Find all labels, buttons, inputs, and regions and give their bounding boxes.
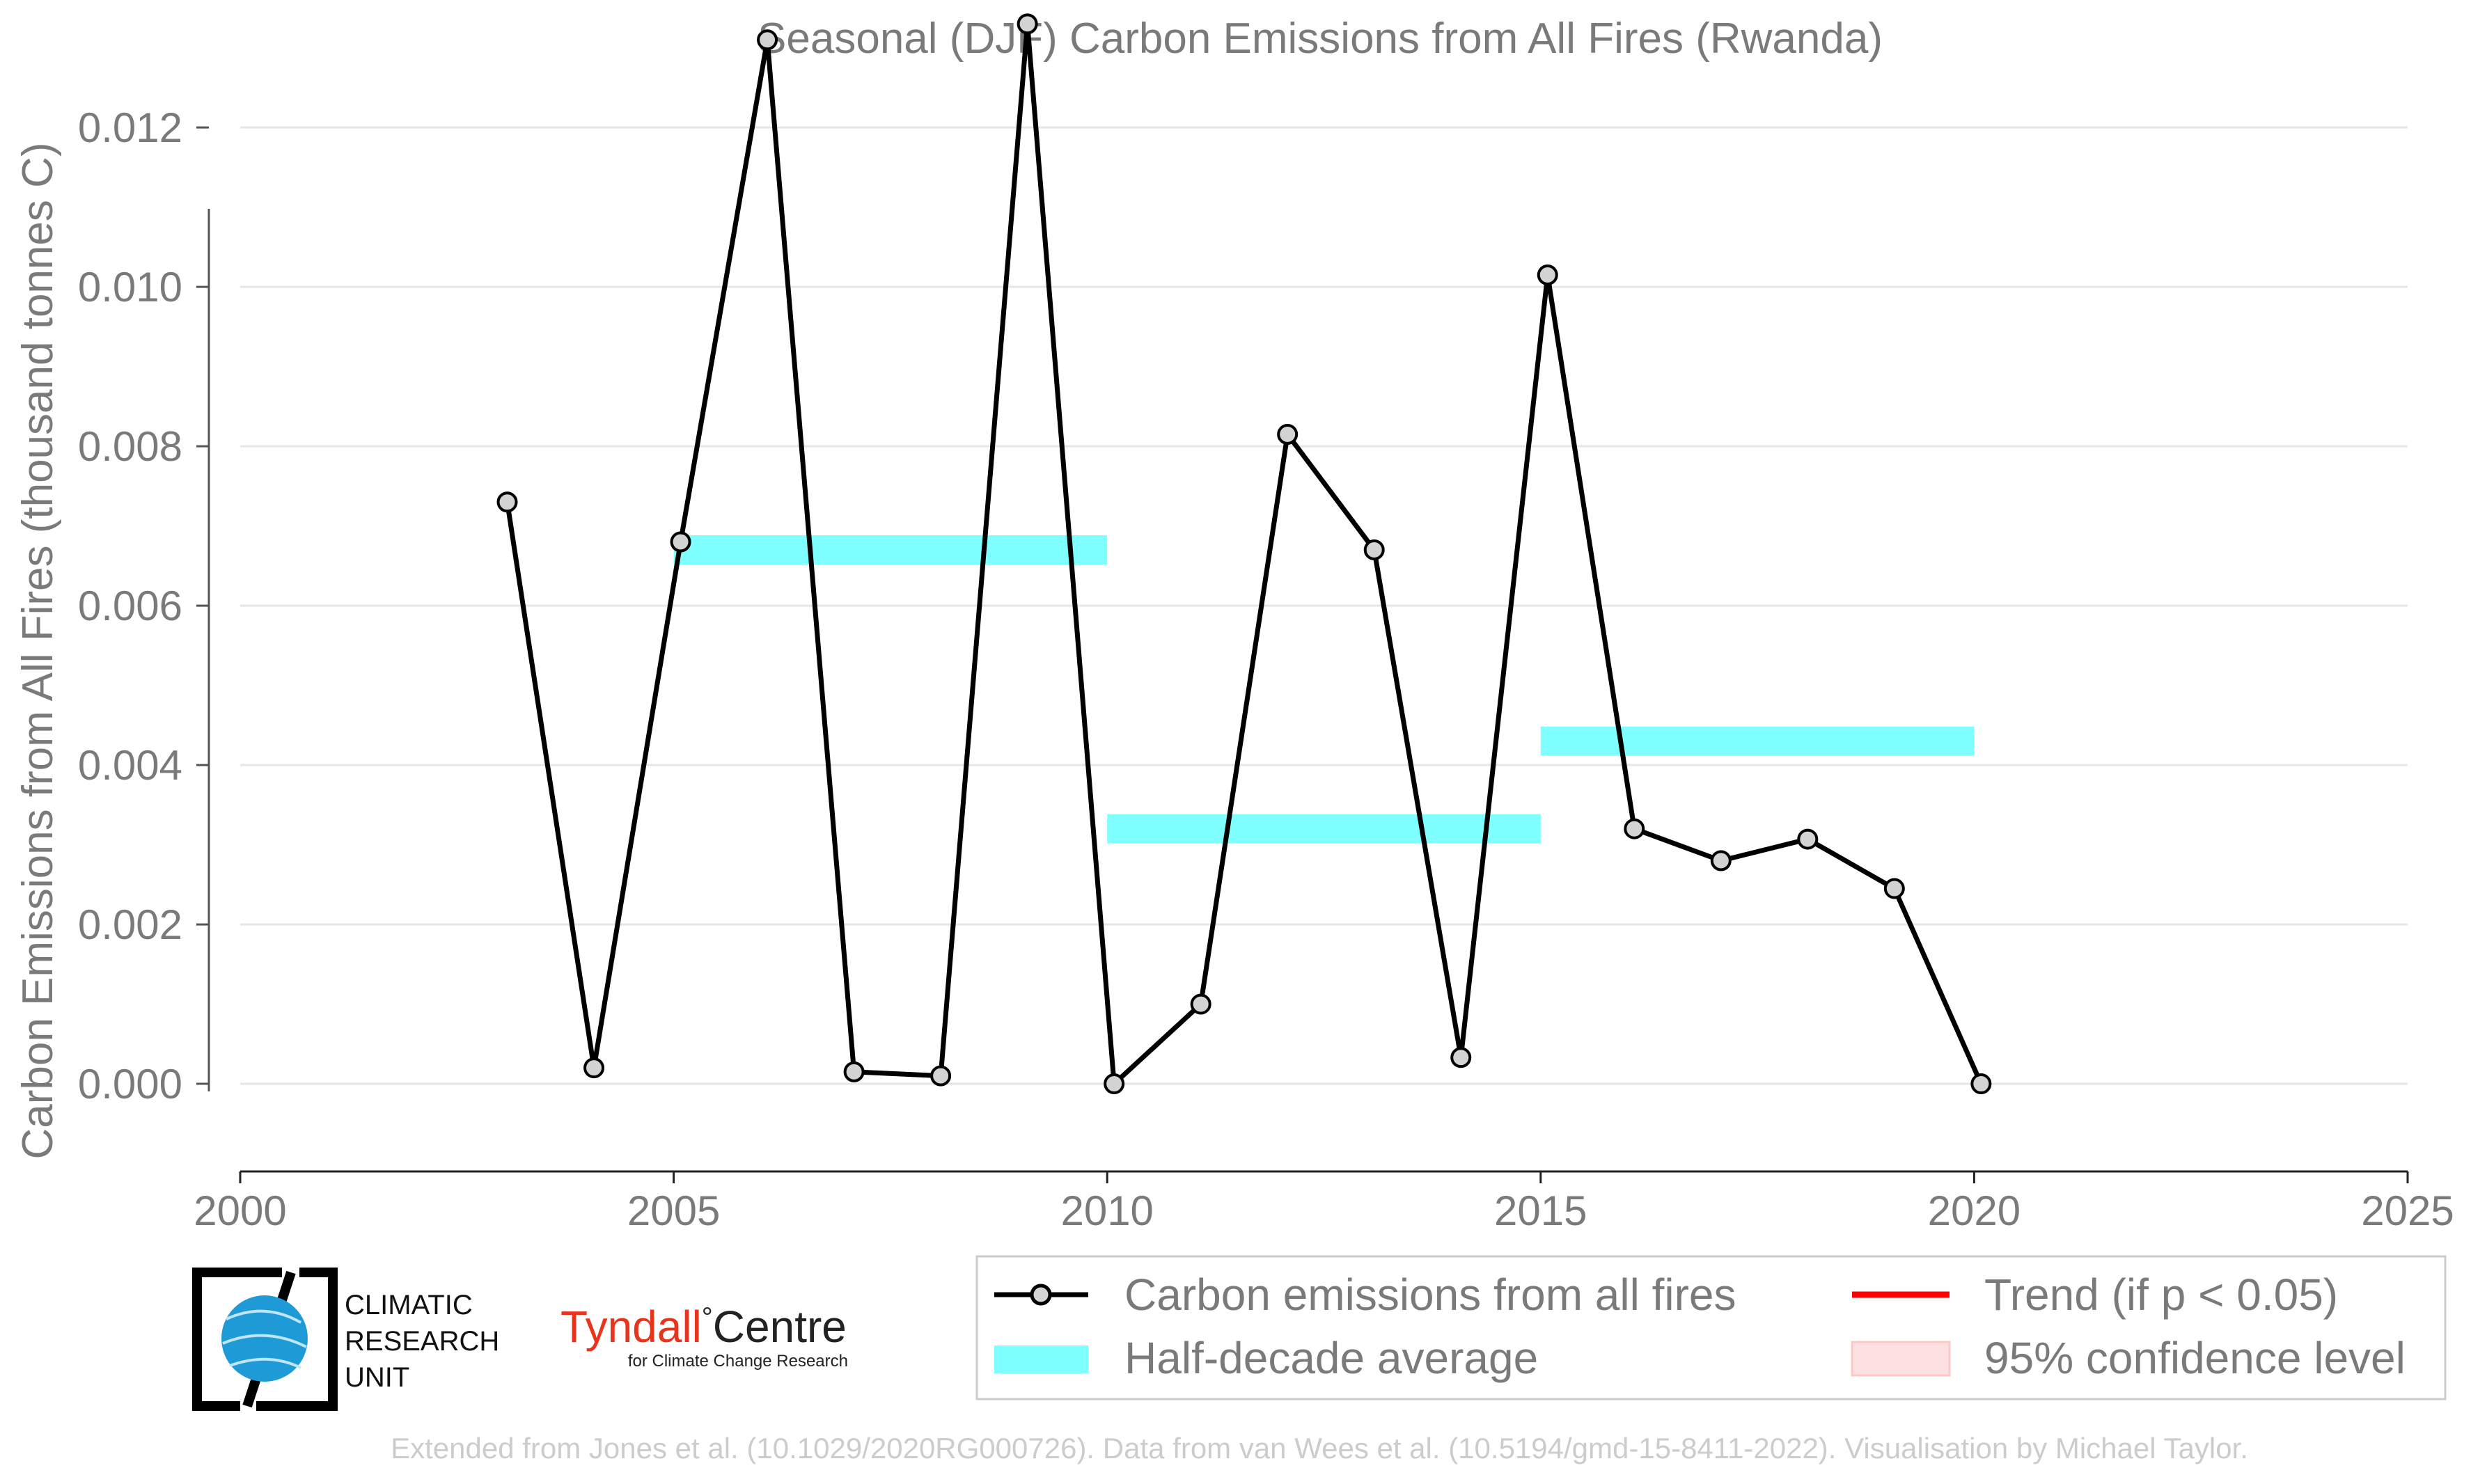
data-point [1970, 1073, 1992, 1095]
y-tick-label: 0.006 [78, 583, 182, 629]
tyndall-degree: ° [702, 1302, 713, 1333]
data-point [583, 1057, 605, 1079]
legend-marker-icon [1030, 1284, 1052, 1306]
half-decade-band [1107, 814, 1541, 844]
footer-credits: Extended from Jones et al. (10.1029/2020… [391, 1432, 2248, 1465]
legend-label-half-decade: Half-decade average [1124, 1333, 1538, 1383]
legend-confidence-icon [1851, 1341, 1951, 1377]
y-tick-label: 0.002 [78, 901, 182, 948]
y-ticks: 0.000 0.002 0.004 0.006 0.008 0.010 0.012 [78, 104, 209, 1107]
y-tick-label: 0.010 [78, 264, 182, 310]
data-point [1797, 828, 1819, 850]
legend-band-icon [994, 1345, 1088, 1373]
x-ticks: 2000 2005 2010 2015 2020 2025 [194, 1171, 2454, 1234]
series-line-group [505, 21, 1984, 1087]
data-point [496, 491, 518, 513]
globe-swirl-icon [222, 1309, 307, 1369]
data-point [930, 1065, 952, 1087]
data-point [670, 531, 691, 553]
tyndall-wordmark: Tyndall°Centre [560, 1302, 847, 1352]
cru-text-research: RESEARCH [345, 1326, 499, 1357]
data-point [1104, 1073, 1125, 1095]
y-tick-label: 0.008 [78, 423, 182, 470]
tyndall-logo: Tyndall°Centre for Climate Change Resear… [560, 1302, 848, 1371]
data-point [843, 1061, 865, 1082]
series-points-group [496, 13, 1992, 1095]
legend-frame [975, 1255, 2447, 1400]
y-tick-label: 0.012 [78, 104, 182, 151]
half-decade-band [1540, 726, 1975, 756]
data-point [1624, 818, 1645, 839]
y-axis-label: Carbon Emissions from All Fires (thousan… [14, 142, 62, 1159]
legend-label-emissions: Carbon emissions from all fires [1124, 1270, 1736, 1320]
y-tick-label: 0.004 [78, 742, 182, 789]
x-tick-label: 2025 [2361, 1187, 2454, 1234]
series-line-emissions [505, 21, 1984, 1087]
x-tick-label: 2020 [1928, 1187, 2021, 1234]
tyndall-subtitle: for Climate Change Research [628, 1352, 848, 1371]
grid-lines [240, 126, 2408, 1085]
half-decade-band [673, 535, 1108, 565]
tyndall-centre: Centre [713, 1302, 847, 1352]
legend: Carbon emissions from all fires Trend (i… [975, 1255, 2447, 1400]
y-tick-label: 0.000 [78, 1061, 182, 1107]
chart-title: Seasonal (DJF) Carbon Emissions from All… [758, 15, 1883, 63]
data-point [1710, 850, 1732, 871]
tyndall-word: Tyndall [560, 1302, 702, 1352]
legend-label-trend: Trend (if p < 0.05) [1984, 1270, 2338, 1320]
x-tick-label: 2015 [1494, 1187, 1587, 1234]
data-point [1190, 993, 1211, 1015]
cru-text-climatic: CLIMATIC [345, 1290, 473, 1320]
x-tick-label: 2005 [627, 1187, 720, 1234]
data-point [1363, 539, 1385, 560]
data-point [1277, 423, 1299, 445]
data-point [1450, 1047, 1472, 1068]
cru-logo: CLIMATIC RESEARCH UNIT [192, 1268, 499, 1411]
legend-label-confidence: 95% confidence level [1984, 1333, 2406, 1383]
half-decade-average-bands [673, 535, 1975, 844]
cru-text-unit: UNIT [345, 1362, 409, 1393]
data-point [1537, 264, 1558, 285]
data-point [757, 29, 778, 51]
data-point [1883, 878, 1905, 899]
x-tick-label: 2000 [194, 1187, 286, 1234]
x-tick-label: 2010 [1060, 1187, 1153, 1234]
data-point [1017, 13, 1038, 35]
